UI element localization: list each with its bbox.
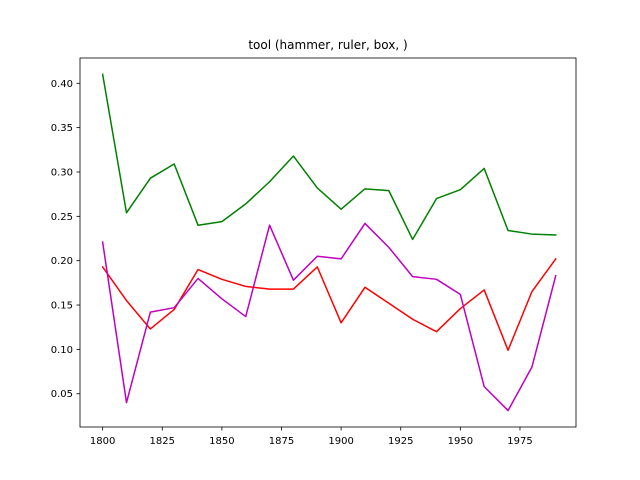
x-tick-label: 1875 bbox=[269, 436, 294, 447]
y-tick-label: 0.10 bbox=[51, 345, 73, 356]
y-tick-label: 0.20 bbox=[51, 256, 73, 267]
x-tick-label: 1900 bbox=[328, 436, 353, 447]
plot-frame bbox=[79, 57, 577, 428]
y-tick-label: 0.40 bbox=[51, 79, 73, 90]
x-tick-label: 1800 bbox=[90, 436, 115, 447]
y-tick-label: 0.15 bbox=[51, 301, 73, 312]
y-tick-label: 0.30 bbox=[51, 167, 73, 178]
series-line-1 bbox=[101, 73, 557, 241]
series-layer bbox=[101, 73, 557, 412]
x-tick-label: 1975 bbox=[507, 436, 532, 447]
y-tick-label: 0.05 bbox=[51, 389, 73, 400]
series-line-3 bbox=[101, 222, 557, 412]
axes-layer: 1800 1825 1850 1875 1900 1925 1950 1975 0.05 0.10… bbox=[51, 57, 577, 447]
x-tick-label: 1925 bbox=[388, 436, 413, 447]
x-tick-label: 1825 bbox=[150, 436, 175, 447]
x-tick-label: 1850 bbox=[209, 436, 234, 447]
x-tick-label: 1950 bbox=[448, 436, 473, 447]
chart-title: tool (hammer, ruler, box, ) bbox=[248, 38, 407, 52]
y-tick-label: 0.25 bbox=[51, 212, 73, 223]
y-tick-label: 0.35 bbox=[51, 123, 73, 134]
